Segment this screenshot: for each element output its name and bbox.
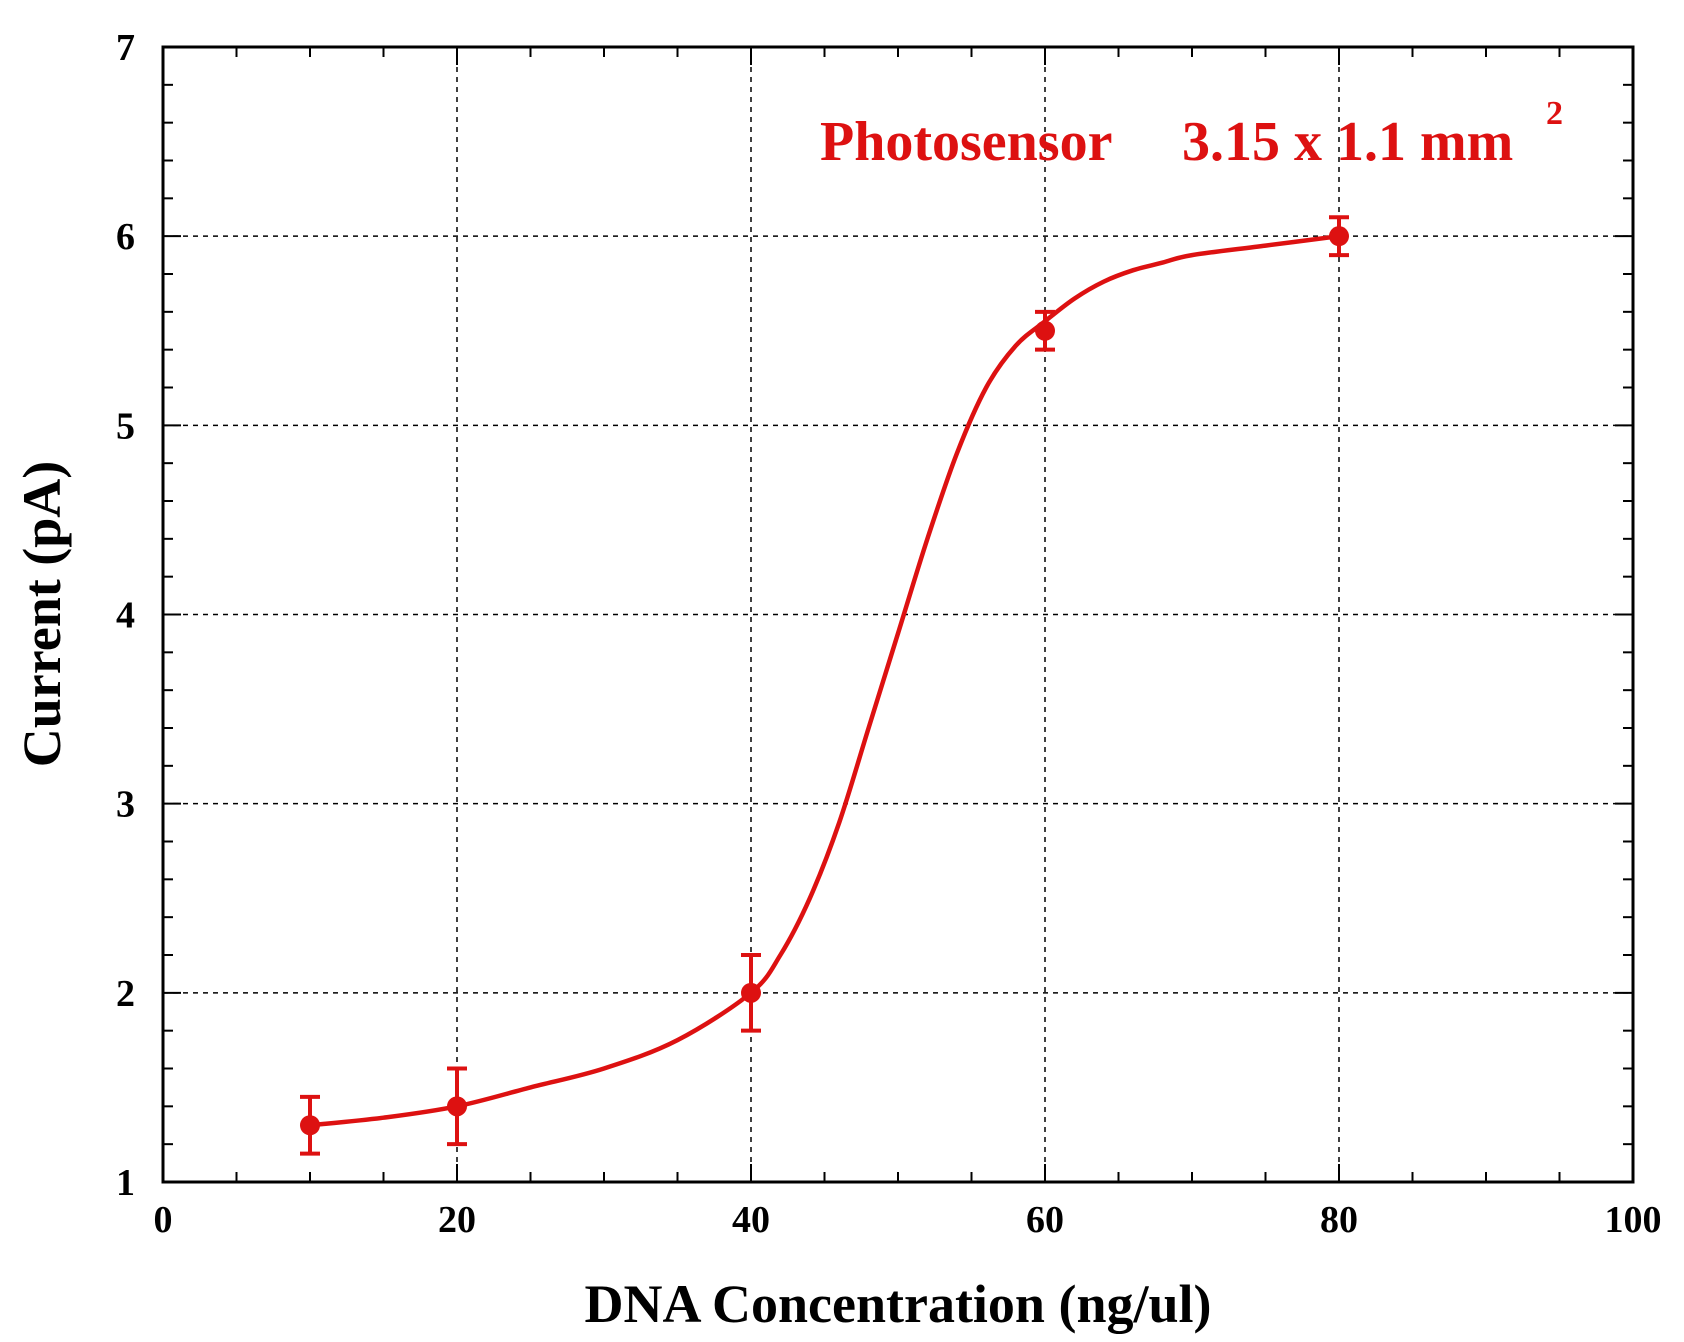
y-tick-label: 3 (116, 784, 135, 826)
data-point (300, 1115, 320, 1136)
y-tick-label: 7 (116, 27, 135, 69)
y-tick-label: 6 (116, 216, 135, 258)
fit-curve-line (307, 233, 1342, 1128)
y-tick-label: 4 (116, 595, 135, 637)
data-series (300, 215, 1349, 1156)
x-tick-labels: 0 20 40 60 80 100 (154, 1199, 1662, 1241)
data-point-group (1035, 309, 1055, 352)
data-point (1035, 320, 1055, 341)
grid-lines (163, 47, 1633, 1182)
data-point-group (741, 953, 761, 1033)
x-tick-label: 40 (732, 1199, 770, 1241)
x-tick-label: 20 (438, 1199, 476, 1241)
y-tick-label: 5 (116, 405, 135, 447)
x-axis-title: DNA Concentration (ng/ul) (584, 1274, 1211, 1334)
annotation-label: Photosensor (820, 111, 1112, 173)
data-point-group (1329, 215, 1349, 258)
plot-frame (161, 45, 1635, 1184)
annotation-value: 3.15 x 1.1 mm (1182, 111, 1513, 173)
data-point-group (447, 1066, 467, 1147)
annotation-superscript: 2 (1546, 95, 1563, 132)
x-tick-label: 0 (154, 1199, 173, 1241)
x-tick-label: 60 (1026, 1199, 1064, 1241)
x-tick-label: 80 (1320, 1199, 1358, 1241)
data-point (447, 1096, 467, 1117)
x-tick-label: 100 (1605, 1199, 1662, 1241)
y-axis-title: Current (pA) (12, 461, 72, 767)
y-tick-labels: 1 2 3 4 5 6 7 (116, 27, 135, 1204)
y-tick-label: 2 (116, 973, 135, 1015)
fit-curve (307, 233, 1342, 1128)
y-tick-label: 1 (116, 1162, 135, 1204)
data-point (741, 982, 761, 1003)
data-point (1329, 226, 1349, 247)
data-point-group (300, 1094, 320, 1156)
